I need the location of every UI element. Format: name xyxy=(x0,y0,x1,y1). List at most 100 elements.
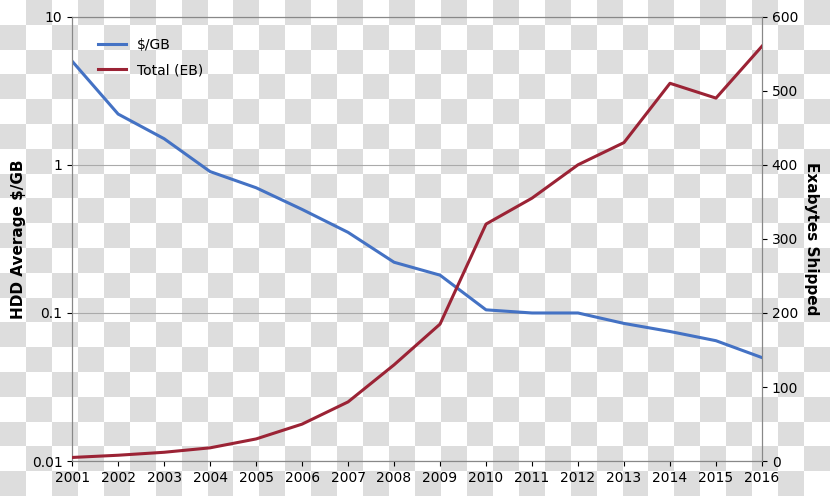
Bar xyxy=(726,298,752,322)
Bar xyxy=(129,50,156,74)
Bar xyxy=(51,50,78,74)
Bar xyxy=(415,25,441,50)
Bar xyxy=(233,372,260,397)
Bar xyxy=(779,25,804,50)
Bar xyxy=(571,25,597,50)
Bar xyxy=(779,149,804,174)
Bar xyxy=(415,50,441,74)
Bar xyxy=(311,149,337,174)
Bar xyxy=(260,174,286,198)
Total (EB) xyxy=(665,80,675,86)
Bar xyxy=(104,149,129,174)
Bar xyxy=(597,446,622,471)
Bar xyxy=(26,124,51,149)
Bar xyxy=(311,322,337,347)
Bar xyxy=(364,25,389,50)
Bar xyxy=(675,124,701,149)
Bar xyxy=(648,471,675,496)
Bar xyxy=(0,422,26,446)
Bar xyxy=(0,174,26,198)
Bar xyxy=(544,446,571,471)
Bar xyxy=(466,174,493,198)
Bar xyxy=(571,74,597,99)
Bar xyxy=(389,347,415,372)
Bar xyxy=(233,273,260,298)
Bar xyxy=(311,372,337,397)
Bar xyxy=(129,422,156,446)
Bar xyxy=(597,149,622,174)
Bar xyxy=(182,347,208,372)
Bar xyxy=(364,223,389,248)
Bar xyxy=(466,50,493,74)
Bar xyxy=(104,99,129,124)
Bar xyxy=(182,99,208,124)
Bar xyxy=(156,298,182,322)
Bar xyxy=(804,422,830,446)
Bar xyxy=(701,223,726,248)
Bar xyxy=(286,471,311,496)
Bar xyxy=(233,149,260,174)
Bar xyxy=(26,298,51,322)
Bar xyxy=(493,198,519,223)
Bar xyxy=(441,198,466,223)
Bar xyxy=(726,223,752,248)
Bar xyxy=(26,347,51,372)
Total (EB) xyxy=(481,221,491,227)
Bar xyxy=(104,25,129,50)
Bar xyxy=(337,124,364,149)
Bar xyxy=(701,50,726,74)
Bar xyxy=(104,248,129,273)
Bar xyxy=(415,99,441,124)
Bar xyxy=(389,397,415,422)
Bar xyxy=(389,273,415,298)
Bar xyxy=(337,149,364,174)
Bar xyxy=(544,74,571,99)
Bar xyxy=(26,74,51,99)
Bar xyxy=(648,149,675,174)
Bar xyxy=(389,149,415,174)
Bar xyxy=(156,471,182,496)
$/GB xyxy=(205,169,215,175)
Bar xyxy=(779,322,804,347)
Bar xyxy=(26,273,51,298)
$/GB xyxy=(619,320,629,326)
Bar xyxy=(233,50,260,74)
Bar xyxy=(597,174,622,198)
Bar xyxy=(466,223,493,248)
Bar xyxy=(129,446,156,471)
Bar xyxy=(129,273,156,298)
Bar xyxy=(286,0,311,25)
Bar xyxy=(182,372,208,397)
Bar xyxy=(675,174,701,198)
Bar xyxy=(286,446,311,471)
Bar xyxy=(26,99,51,124)
Bar xyxy=(337,99,364,124)
Bar xyxy=(78,198,104,223)
Bar xyxy=(156,74,182,99)
Bar xyxy=(675,149,701,174)
Bar xyxy=(571,422,597,446)
Bar xyxy=(51,248,78,273)
Bar xyxy=(493,273,519,298)
Bar xyxy=(466,322,493,347)
Bar xyxy=(675,372,701,397)
Bar xyxy=(466,149,493,174)
Bar xyxy=(129,471,156,496)
Bar xyxy=(441,223,466,248)
Bar xyxy=(104,347,129,372)
Bar xyxy=(544,471,571,496)
Bar xyxy=(51,0,78,25)
Bar xyxy=(648,50,675,74)
Bar xyxy=(208,397,233,422)
Bar xyxy=(364,99,389,124)
Bar xyxy=(104,422,129,446)
Bar xyxy=(182,248,208,273)
Bar xyxy=(675,74,701,99)
Bar xyxy=(104,322,129,347)
Bar xyxy=(286,422,311,446)
Bar xyxy=(622,149,648,174)
Bar xyxy=(389,298,415,322)
Bar xyxy=(415,174,441,198)
$/GB xyxy=(113,111,123,117)
Bar xyxy=(51,74,78,99)
